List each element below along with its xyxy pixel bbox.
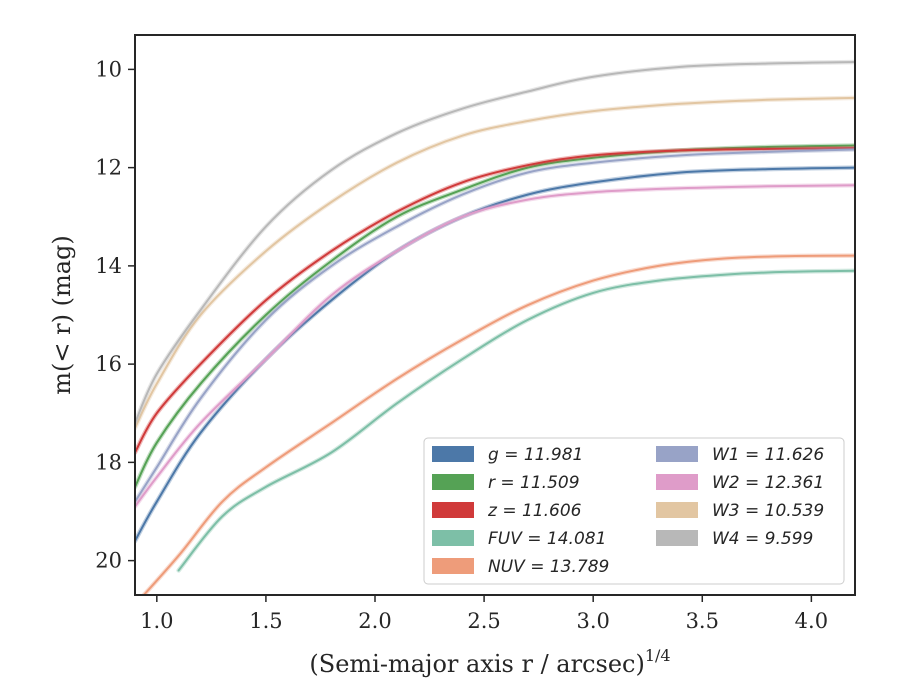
x-axis-label-main: (Semi-major axis r / arcsec) [309,650,644,678]
legend-swatch-r [432,474,474,490]
legend-frame [423,437,845,585]
legend-label-r: r = 11.509 [488,473,580,493]
series-z [135,145,855,455]
legend-swatch-w3 [656,502,698,518]
legend-swatch-g [432,446,474,462]
x-tick-label: 1.5 [249,609,282,633]
legend-label-fuv: FUV = 14.081 [488,529,606,549]
legend-label-w1: W1 = 11.626 [712,445,824,465]
legend-swatch-w1 [656,446,698,462]
y-tick-label: 16 [95,352,122,376]
series-w1 [135,147,855,504]
series-line [135,96,855,429]
legend-label-nuv: NUV = 13.789 [488,557,609,577]
series-line [135,148,855,503]
y-tick-label: 20 [95,549,122,573]
y-tick-label: 18 [95,450,122,474]
legend: g = 11.981 r = 11.509 z = 11.606 FUV = 14.0… [423,437,845,585]
x-tick-label: 4.0 [795,609,828,633]
series-line [142,254,855,595]
x-axis-label: (Semi-major axis r / arcsec)1/4 [309,646,670,678]
plot-frame [134,34,856,596]
series-line [135,61,855,425]
x-axis-label-superscript: 1/4 [645,646,671,665]
series-line [135,147,855,454]
x-tick-label: 2.0 [358,609,391,633]
legend-swatch-fuv [432,530,474,546]
x-tick-label: 3.0 [576,609,609,633]
series-fuv [176,268,855,573]
legend-swatch-w4 [656,530,698,546]
series-line [177,269,855,572]
series-w3 [135,95,855,431]
legend-label-w4: W4 = 9.599 [712,529,813,549]
legend-swatch-w2 [656,474,698,490]
x-tick-label: 1.0 [140,609,173,633]
x-ticks: 1.0 1.5 2.0 2.5 3.0 3.5 4.0 [140,595,828,633]
series-line [135,184,855,508]
y-tick-label: 14 [95,254,122,278]
y-axis-label: m(< r) (mag) [48,235,76,394]
legend-label-w2: W2 = 12.361 [712,473,824,493]
legend-swatch-z [432,502,474,518]
series-nuv [140,253,855,595]
y-tick-label: 10 [95,57,122,81]
legend-swatch-nuv [432,558,474,574]
series-w4 [135,59,855,426]
x-tick-label: 3.5 [686,609,719,633]
legend-label-w3: W3 = 10.539 [712,501,824,521]
y-ticks: 10 12 14 16 18 20 [95,57,135,573]
legend-label-g: g = 11.981 [488,445,583,465]
x-tick-label: 2.5 [467,609,500,633]
y-tick-label: 12 [95,156,122,180]
series-w2 [135,183,855,509]
legend-label-z: z = 11.606 [487,501,582,521]
series-layer [135,59,855,595]
